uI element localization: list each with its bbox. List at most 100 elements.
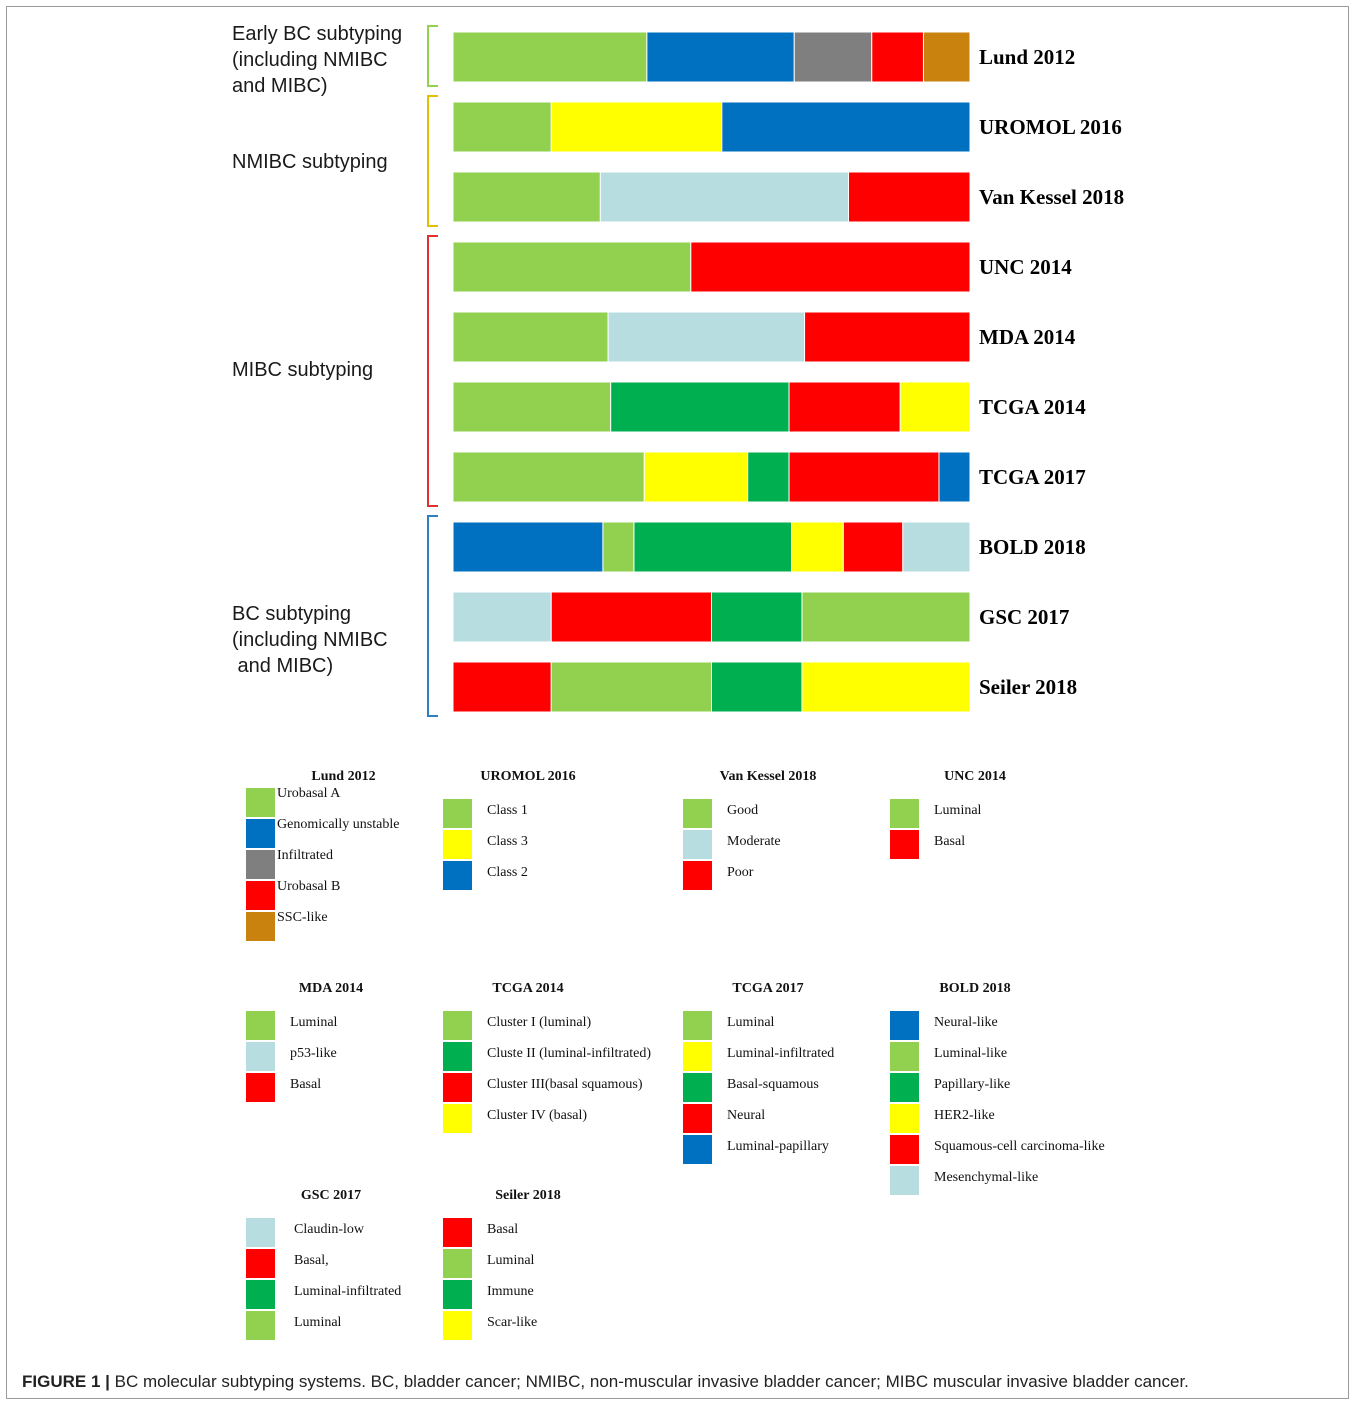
legend-item: Luminal-like: [890, 1042, 1135, 1073]
bar-label-mda-2014: MDA 2014: [979, 325, 1076, 349]
legend-swatch: [246, 912, 275, 941]
caption-text: BC molecular subtyping systems. BC, blad…: [109, 1372, 1189, 1391]
legend-swatch: [890, 830, 919, 859]
bar-segment-uromol-2016-0: [452, 101, 552, 153]
legend-swatch: [683, 1073, 712, 1102]
legend-label: SSC-like: [277, 910, 328, 925]
legend-item: Cluster I (luminal): [443, 1011, 678, 1042]
legend-label: Cluster I (luminal): [487, 1015, 592, 1030]
legend-label: Luminal: [290, 1015, 338, 1030]
legend-item: Luminal: [443, 1249, 633, 1280]
legend-swatch: [683, 830, 712, 859]
legend-item: Basal: [890, 830, 1065, 861]
legend-bold-2018: BOLD 2018 Neural-like Luminal-like Papillar…: [890, 980, 1135, 1197]
legend-item: Moderate: [683, 830, 878, 861]
legend-swatch: [443, 1073, 472, 1102]
legend-item: Luminal-infiltrated: [246, 1280, 436, 1311]
bar-label-uromol-2016: UROMOL 2016: [979, 115, 1122, 139]
legend-item: HER2-like: [890, 1104, 1135, 1135]
legend-label: Luminal: [294, 1315, 342, 1330]
legend-title: MDA 2014: [298, 981, 364, 996]
group-bracket-0: [427, 25, 438, 87]
group-label-early-bc: Early BC subtyping (including NMIBC and …: [232, 23, 403, 97]
legend-swatch: [246, 1042, 275, 1071]
legend-label: Infiltrated: [277, 848, 333, 863]
legend-item: Poor: [683, 861, 878, 892]
group-bracket-3: [427, 515, 438, 717]
legend-item: Neural: [683, 1104, 878, 1135]
legend-swatch: [443, 1280, 472, 1309]
legend-swatch: [683, 1042, 712, 1071]
legend-title: Seiler 2018: [495, 1188, 561, 1203]
legend-swatch: [246, 1311, 275, 1340]
legend-label: Class 1: [487, 803, 528, 818]
legend-swatch: [246, 1280, 275, 1309]
legend-label: Basal-squamous: [727, 1077, 819, 1092]
legend-swatch: [683, 1135, 712, 1164]
legend-swatch: [890, 1011, 919, 1040]
stacked-bar-chart: Lund 2012 UROMOL 2016 Van Kessel 2018 UNC 2…: [427, 25, 1124, 717]
legend-label: Neural-like: [934, 1015, 998, 1030]
legend-unc-2014: UNC 2014 Luminal Basal: [890, 768, 1065, 861]
legend-label: Immune: [487, 1284, 534, 1299]
legend-item: Squamous-cell carcinoma-like: [890, 1135, 1135, 1166]
legend-item: SSC-like: [246, 910, 441, 943]
bar-segment-mda-2014-1: [607, 311, 806, 363]
legend-swatch: [246, 788, 275, 817]
legend-item: Luminal: [683, 1011, 878, 1042]
bar-segment-tcga-2014-1: [610, 381, 790, 433]
legend-label: Genomically unstable: [277, 817, 400, 832]
legend-swatch: [443, 799, 472, 828]
bar-segment-lund-2012-2: [793, 31, 873, 83]
legend-label: HER2-like: [934, 1108, 995, 1123]
legend-title: GSC 2017: [300, 1188, 362, 1203]
legend-swatch: [683, 1011, 712, 1040]
legend-item: Basal-squamous: [683, 1073, 878, 1104]
bar-segment-lund-2012-0: [452, 31, 648, 83]
legend-item: Class 1: [443, 799, 638, 830]
legend-swatch: [246, 1218, 275, 1247]
bar-label-seiler-2018: Seiler 2018: [979, 675, 1077, 699]
legend-title: Van Kessel 2018: [719, 769, 817, 784]
legend-item: Genomically unstable: [246, 817, 441, 850]
legend-label: Urobasal A: [277, 786, 341, 801]
bar-segment-gsc-2017-2: [711, 591, 803, 643]
bars-layer: [452, 31, 971, 713]
legend-mda-2014: MDA 2014 Luminal p53-like Basal: [246, 980, 421, 1104]
bar-segment-tcga-2014-0: [452, 381, 612, 433]
bar-segment-mda-2014-2: [804, 311, 971, 363]
legend-label: Luminal: [487, 1253, 535, 1268]
legend-item: Luminal: [246, 1011, 421, 1042]
bar-label-tcga-2014: TCGA 2014: [979, 395, 1086, 419]
legend-swatch: [683, 1104, 712, 1133]
bar-segment-tcga-2017-3: [788, 451, 940, 503]
legend-swatch: [890, 1042, 919, 1071]
group-label-bc: BC subtyping (including NMIBC and MIBC): [232, 603, 388, 677]
legend-item: Cluster III(basal squamous): [443, 1073, 678, 1104]
legend-swatch: [246, 881, 275, 910]
bar-segment-bold-2018-1: [602, 521, 635, 573]
legend-swatch: [443, 1104, 472, 1133]
bar-segment-bold-2018-5: [902, 521, 971, 573]
legend-swatch: [246, 819, 275, 848]
legend-item: Basal: [443, 1218, 633, 1249]
legend-label: Luminal-infiltrated: [727, 1046, 835, 1061]
legend-item: Cluste II (luminal-infiltrated): [443, 1042, 678, 1073]
legend-label: Luminal-infiltrated: [294, 1284, 402, 1299]
legend-item: p53-like: [246, 1042, 421, 1073]
legend-label: Class 2: [487, 865, 528, 880]
legend-label: Basal: [487, 1222, 519, 1237]
legend-title: UNC 2014: [944, 769, 1006, 784]
legend-label: Class 3: [487, 834, 528, 849]
legend-swatch: [443, 1218, 472, 1247]
legend-swatch: [443, 830, 472, 859]
legend-label: p53-like: [290, 1046, 337, 1061]
legend-item: Cluster IV (basal): [443, 1104, 678, 1135]
legend-title: UROMOL 2016: [480, 769, 576, 784]
bar-label-unc-2014: UNC 2014: [979, 255, 1072, 279]
legend-label: Basal: [934, 834, 966, 849]
bar-segment-gsc-2017-1: [550, 591, 712, 643]
figure-frame: [6, 6, 1349, 1399]
bar-segment-uromol-2016-1: [550, 101, 723, 153]
caption-prefix: FIGURE 1 |: [22, 1372, 110, 1391]
